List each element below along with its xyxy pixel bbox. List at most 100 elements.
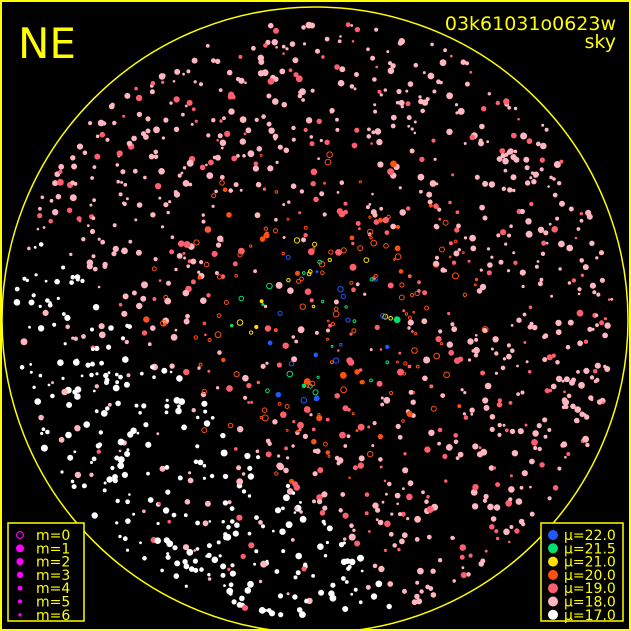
star-marker <box>283 467 289 474</box>
star-marker <box>125 548 130 552</box>
star-marker <box>376 380 383 387</box>
star-marker <box>539 277 544 282</box>
star-marker <box>466 572 471 577</box>
star-marker <box>387 282 394 289</box>
star-marker <box>112 223 117 228</box>
star-marker <box>543 434 548 439</box>
star-marker <box>161 367 168 374</box>
star-marker <box>266 282 273 290</box>
star-marker <box>406 410 413 417</box>
star-marker <box>369 378 373 383</box>
star-marker <box>399 282 405 288</box>
star-marker <box>323 181 326 185</box>
star-marker <box>334 393 341 399</box>
star-marker <box>496 156 503 162</box>
star-marker <box>34 398 42 405</box>
star-marker <box>183 241 191 248</box>
star-marker <box>527 324 533 330</box>
star-marker <box>367 127 371 132</box>
star-marker <box>478 561 485 567</box>
star-marker <box>386 50 390 54</box>
star-marker <box>439 342 444 346</box>
star-marker <box>160 225 165 229</box>
star-marker <box>61 388 68 396</box>
star-marker <box>353 587 358 592</box>
star-marker <box>92 389 96 393</box>
star-marker <box>277 593 284 599</box>
star-marker <box>349 84 355 89</box>
star-marker <box>219 180 225 186</box>
star-marker <box>421 99 429 106</box>
star-marker <box>158 279 162 283</box>
star-marker <box>453 250 460 257</box>
star-marker <box>566 244 574 252</box>
star-marker <box>376 138 383 146</box>
star-marker <box>517 117 520 121</box>
star-marker <box>337 39 342 44</box>
star-marker <box>420 108 426 114</box>
brightness-label: μ=17.0 <box>564 608 616 624</box>
star-marker <box>142 556 147 561</box>
star-marker <box>232 261 238 267</box>
star-marker <box>395 423 401 429</box>
star-marker <box>234 447 238 451</box>
star-marker <box>181 424 188 431</box>
star-marker <box>191 408 196 413</box>
star-marker <box>471 503 479 510</box>
star-marker <box>383 88 387 92</box>
star-marker <box>199 260 204 265</box>
star-marker <box>218 88 223 92</box>
star-marker <box>152 375 156 380</box>
star-marker <box>123 381 130 388</box>
star-marker <box>295 75 303 83</box>
star-marker <box>299 515 307 523</box>
star-marker <box>115 498 120 504</box>
star-marker <box>398 512 402 517</box>
star-marker <box>253 562 257 566</box>
star-marker <box>315 448 321 455</box>
star-marker <box>489 414 496 420</box>
star-marker <box>542 417 548 423</box>
star-marker <box>323 522 327 526</box>
star-marker <box>480 448 488 456</box>
star-marker <box>504 242 508 246</box>
star-marker <box>500 153 506 159</box>
star-marker <box>141 330 148 336</box>
star-marker <box>340 492 346 497</box>
star-marker <box>89 228 96 235</box>
star-marker <box>195 520 201 526</box>
star-marker <box>216 274 223 280</box>
star-marker <box>125 518 131 524</box>
star-marker <box>366 47 370 52</box>
star-marker <box>165 489 171 495</box>
star-marker <box>603 364 607 369</box>
star-marker <box>587 326 593 332</box>
star-marker <box>340 293 346 299</box>
star-marker <box>402 467 409 474</box>
star-marker <box>312 499 316 504</box>
star-marker <box>516 392 520 397</box>
star-marker <box>290 183 297 189</box>
star-marker <box>492 466 497 470</box>
star-marker <box>537 446 542 452</box>
star-marker <box>374 27 379 32</box>
star-marker <box>216 138 219 142</box>
star-marker <box>384 520 391 528</box>
star-marker <box>537 226 545 234</box>
star-marker <box>470 245 477 252</box>
star-marker <box>349 263 357 271</box>
star-marker <box>486 140 490 144</box>
star-marker <box>287 200 291 204</box>
star-marker <box>582 264 589 271</box>
star-marker <box>57 178 64 186</box>
star-marker <box>494 371 498 375</box>
star-marker <box>571 377 576 383</box>
star-marker <box>70 274 76 280</box>
star-marker <box>187 477 194 484</box>
star-marker <box>373 219 380 225</box>
star-marker <box>279 528 286 535</box>
star-marker <box>297 326 305 334</box>
star-marker <box>335 117 339 122</box>
star-marker <box>369 236 373 240</box>
star-marker <box>482 215 488 221</box>
